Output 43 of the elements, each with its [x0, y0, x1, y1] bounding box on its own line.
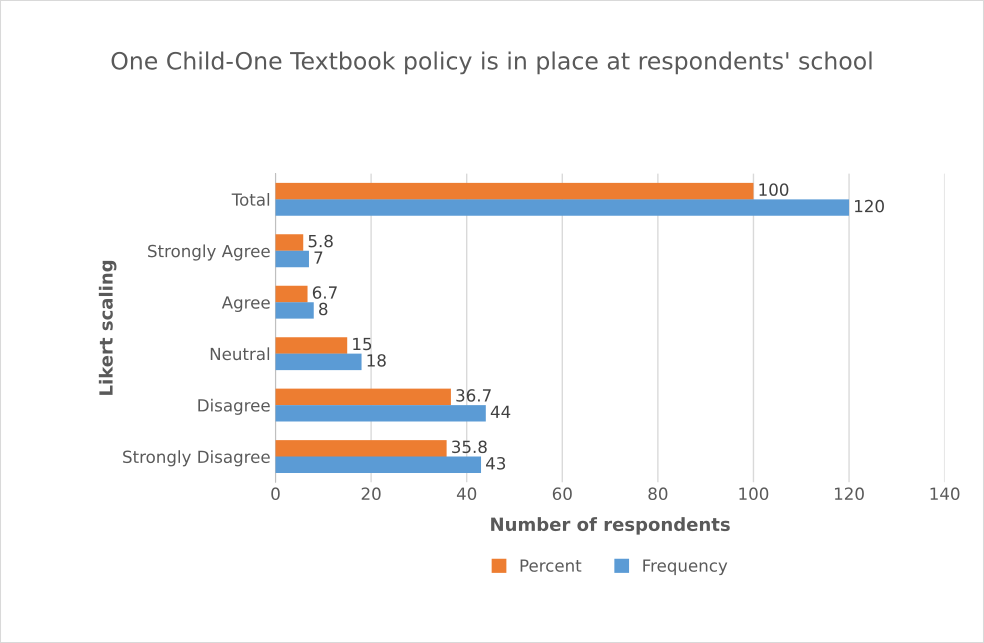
y-tick-label: Neutral	[210, 347, 270, 360]
data-label: 44	[490, 406, 510, 418]
x-axis-title: Number of respondents	[491, 517, 730, 535]
x-tick-label: 20	[362, 487, 381, 500]
data-label: 36.7	[456, 389, 491, 402]
bar	[276, 286, 308, 302]
bar	[276, 182, 754, 200]
y-axis-title: Likert scaling	[98, 260, 116, 395]
bar	[276, 337, 348, 354]
legend-label: Frequency	[643, 559, 728, 576]
y-tick-label: Strongly Disagree	[123, 450, 270, 466]
bar	[276, 199, 850, 216]
bar	[276, 388, 451, 406]
x-tick-label: 60	[552, 487, 572, 500]
data-label: 15	[353, 338, 372, 350]
x-tick-label: 140	[930, 487, 960, 500]
data-label: 120	[855, 200, 884, 212]
data-label: 18	[368, 354, 386, 367]
data-label: 8	[319, 302, 328, 316]
bar	[276, 234, 304, 251]
bar	[276, 456, 482, 473]
y-tick-label: Agree	[222, 296, 270, 312]
x-tick-label: 40	[456, 487, 476, 500]
data-label: 5.8	[308, 234, 333, 248]
bar	[276, 354, 362, 370]
legend-label: Percent	[520, 559, 582, 572]
data-label: 7	[314, 251, 322, 264]
y-tick-label: Disagree	[198, 398, 270, 415]
y-tick-label: Strongly Agree	[148, 244, 270, 261]
x-tick-label: 120	[834, 487, 864, 500]
bar	[276, 440, 447, 457]
data-label: 6.7	[312, 286, 337, 299]
data-label: 100	[759, 183, 788, 196]
x-tick-label: 0	[271, 487, 280, 500]
bar	[276, 405, 486, 422]
y-tick-label: Total	[232, 193, 270, 206]
chart-title: One Child-One Textbook policy is in place at respondents' school	[112, 51, 872, 74]
data-label: 43	[486, 456, 506, 470]
x-tick-label: 100	[739, 487, 768, 500]
x-tick-label: 80	[648, 487, 668, 500]
bar	[276, 302, 314, 319]
bar	[276, 250, 309, 268]
data-label: 35.8	[452, 440, 487, 454]
